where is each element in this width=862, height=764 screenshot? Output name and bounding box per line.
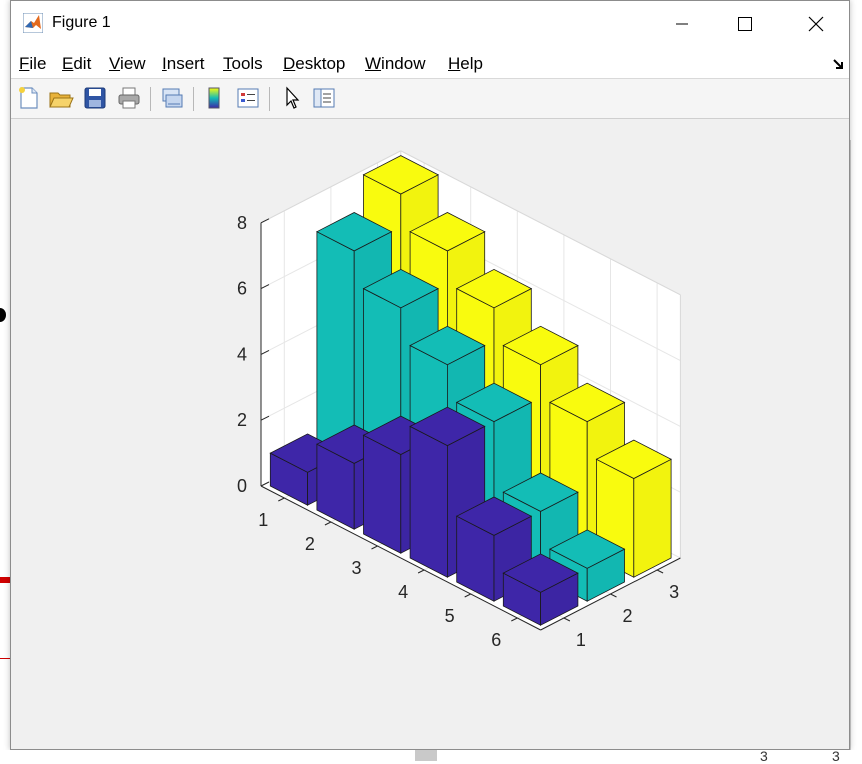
bar-face-front	[409, 425, 448, 578]
axes-box-edge	[400, 150, 681, 296]
bar-face-top	[409, 212, 486, 252]
x-tick	[324, 521, 332, 526]
plot-area[interactable]: 0 2 4 6 8 1 2 3 4 5 6 1 2 3	[11, 119, 849, 749]
open-file-icon[interactable]	[48, 85, 74, 111]
z-tick	[260, 349, 270, 355]
bar-face-top	[362, 155, 439, 195]
background-number: 3	[832, 748, 840, 764]
dock-arrow-icon[interactable]	[831, 57, 845, 71]
menu-view[interactable]: View	[109, 54, 146, 73]
bar3-chart[interactable]: 0 2 4 6 8 1 2 3 4 5 6 1 2 3	[11, 119, 849, 749]
y-tick-label: 2	[623, 606, 633, 626]
x-tick-label: 4	[398, 582, 408, 602]
bar-face-side	[633, 458, 672, 578]
background-window-edge-right	[850, 140, 862, 750]
bar-face-top	[455, 382, 533, 423]
menu-help[interactable]: Help	[448, 54, 483, 73]
x-tick-label: 1	[258, 510, 268, 530]
z-tick-label: 8	[237, 213, 247, 233]
bar-face-top	[362, 268, 439, 309]
bar-r6-c2	[549, 529, 626, 602]
toolbar-separator	[193, 87, 194, 111]
y-tick	[656, 569, 664, 574]
x-tick-label: 2	[305, 534, 315, 554]
z-tick-label: 6	[237, 279, 247, 299]
bars	[269, 155, 672, 626]
y-tick-label: 1	[576, 630, 586, 650]
close-button[interactable]	[793, 1, 839, 47]
print-icon[interactable]	[116, 85, 142, 111]
axes-box-edge	[260, 150, 402, 224]
save-icon[interactable]	[82, 85, 108, 111]
bar-face-top	[549, 382, 626, 423]
close-icon	[808, 16, 824, 32]
figure-window: Figure 1 File Edit View Insert Tools Des…	[10, 0, 850, 750]
minimize-button[interactable]	[659, 1, 705, 47]
bar-face-top	[502, 553, 579, 593]
x-tick	[278, 497, 285, 502]
y-tick-label: 3	[669, 582, 679, 602]
x-tick	[371, 545, 378, 550]
link-plot-icon[interactable]	[159, 85, 185, 111]
background-red-line-thin	[0, 658, 10, 659]
bar-face-top	[455, 496, 533, 536]
z-tick	[260, 218, 270, 224]
menu-bar: File Edit View Insert Tools Desktop Wind…	[11, 47, 849, 79]
z-tick-label: 0	[237, 476, 247, 496]
toolbar-separator	[150, 87, 151, 111]
menu-window[interactable]: Window	[365, 54, 426, 73]
x-tick	[464, 593, 471, 598]
property-editor-icon[interactable]	[311, 85, 337, 111]
maximize-icon	[738, 17, 752, 31]
insert-legend-icon[interactable]	[235, 85, 261, 111]
bar-face-top	[455, 268, 533, 309]
toolbar	[11, 79, 849, 119]
maximize-button[interactable]	[722, 1, 768, 47]
x-tick	[511, 617, 518, 622]
z-tick	[260, 415, 270, 421]
edit-plot-icon[interactable]	[279, 85, 305, 111]
new-figure-icon[interactable]	[16, 85, 42, 111]
x-tick-label: 5	[445, 606, 455, 626]
title-bar[interactable]: Figure 1	[11, 1, 849, 47]
z-tick-label: 4	[237, 344, 247, 364]
bar-face-top	[595, 439, 672, 479]
bar-face-top	[502, 472, 579, 512]
x-tick-label: 3	[351, 558, 361, 578]
z-tick	[260, 284, 270, 290]
bar-face-top	[409, 406, 486, 447]
background-scroll-thumb	[415, 750, 437, 761]
bar-face-front	[363, 434, 402, 554]
menu-tools[interactable]: Tools	[223, 54, 263, 73]
bar-face-top	[409, 325, 486, 366]
bar-face-top	[549, 529, 626, 569]
background-red-line	[0, 577, 10, 583]
background-marker	[0, 308, 6, 322]
background-number: 3	[760, 748, 768, 764]
menu-file[interactable]: File	[19, 54, 47, 73]
z-tick-label: 2	[237, 410, 247, 430]
bar-face-top	[316, 212, 393, 252]
bar-r6-c1	[502, 553, 579, 626]
bar-face-top	[502, 325, 579, 366]
x-axis	[260, 485, 541, 631]
z-tick	[260, 481, 270, 487]
y-tick	[563, 617, 571, 622]
x-tick	[417, 569, 425, 574]
window-title: Figure 1	[52, 14, 111, 31]
x-tick-label: 6	[491, 630, 501, 650]
y-tick	[610, 593, 617, 598]
menu-edit[interactable]: Edit	[62, 54, 92, 73]
tick-labels: 0 2 4 6 8 1 2 3 4 5 6 1 2 3	[237, 213, 679, 650]
matlab-icon	[23, 13, 43, 33]
minimize-icon	[676, 23, 688, 25]
insert-colorbar-icon[interactable]	[201, 85, 227, 111]
menu-insert[interactable]: Insert	[162, 54, 205, 73]
menu-desktop[interactable]: Desktop	[283, 54, 346, 73]
toolbar-separator	[269, 87, 270, 111]
